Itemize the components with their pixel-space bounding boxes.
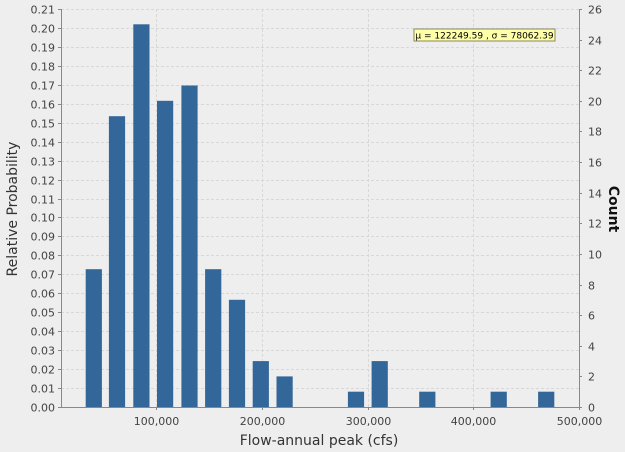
x-tick-label: 100,000 <box>134 415 180 428</box>
x-tick-label: 200,000 <box>240 415 286 428</box>
y2-tick-label: 2 <box>588 371 595 384</box>
stats-annotation-box <box>413 28 556 42</box>
y-tick-label: 0.05 <box>31 307 56 320</box>
y-tick-label: 0.00 <box>31 402 56 415</box>
histogram-bars <box>85 24 555 408</box>
y-tick-label: 0.03 <box>31 345 56 358</box>
y-tick-label: 0.08 <box>31 250 56 263</box>
histogram-bar <box>538 391 555 407</box>
histogram-bar <box>252 361 269 407</box>
y-tick-label: 0.04 <box>31 326 56 339</box>
histogram-bar <box>347 391 365 407</box>
y-tick-label: 0.12 <box>31 175 56 188</box>
y-tick-label: 0.11 <box>31 194 56 207</box>
histogram-bar <box>108 116 126 407</box>
y-tick-label: 0.07 <box>31 269 56 282</box>
y2-tick-label: 18 <box>588 126 602 139</box>
y2-tick-label: 26 <box>588 4 602 17</box>
y2-tick-label: 0 <box>588 402 595 415</box>
y2-tick-label: 14 <box>588 188 602 201</box>
y2-tick-label: 6 <box>588 310 595 323</box>
y-tick-label: 0.21 <box>31 4 56 17</box>
x-tick-label: 300,000 <box>346 415 392 428</box>
y-tick-label: 0.16 <box>31 99 56 112</box>
stats-annotation: μ = 122249.59 , σ = 78062.39 <box>413 28 556 42</box>
y-tick-label: 0.20 <box>31 23 56 36</box>
y2-tick-label: 16 <box>588 157 602 170</box>
x-tick-label: 500,000 <box>557 415 603 428</box>
y-tick-label: 0.13 <box>31 156 56 169</box>
y2-tick-label: 20 <box>588 96 602 109</box>
y-tick-label: 0.14 <box>31 137 56 150</box>
histogram-bar <box>276 376 293 407</box>
tick-labels: 0.00 0.01 0.02 0.03 0.04 0.05 0.06 0.07 0.08 0.09… <box>31 4 603 429</box>
histogram-bar <box>181 85 198 407</box>
y-axis-title: Relative Probability <box>5 142 21 277</box>
secondary-y-axis-title: Count <box>605 186 621 233</box>
y-tick-label: 0.17 <box>31 80 56 93</box>
histogram-bar <box>157 100 174 408</box>
y-tick-label: 0.02 <box>31 364 56 377</box>
y-tick-label: 0.19 <box>31 42 56 55</box>
y-tick-label: 0.01 <box>31 383 56 396</box>
axes <box>61 9 580 408</box>
stats-annotation-text: μ = 122249.59 , σ = 78062.39 <box>415 32 553 42</box>
histogram-bar <box>133 24 150 408</box>
histogram-bar <box>490 391 507 407</box>
y-tick-label: 0.06 <box>31 288 56 301</box>
y-tick-label: 0.15 <box>31 118 56 131</box>
y2-tick-label: 12 <box>588 218 602 231</box>
histogram-bar <box>205 269 222 407</box>
histogram-bar <box>419 391 436 407</box>
x-tick-label: 400,000 <box>451 415 497 428</box>
y2-tick-label: 22 <box>588 65 602 78</box>
y-tick-label: 0.18 <box>31 61 56 74</box>
y2-tick-label: 8 <box>588 280 595 293</box>
histogram-bar <box>371 361 388 407</box>
y2-tick-label: 10 <box>588 249 602 262</box>
y2-tick-label: 24 <box>588 35 602 48</box>
histogram-bar <box>85 269 102 407</box>
x-axis-title: Flow-annual peak (cfs) <box>240 433 399 449</box>
y2-tick-label: 4 <box>588 341 595 354</box>
histogram-bar <box>228 299 246 407</box>
y-tick-label: 0.09 <box>31 231 56 244</box>
y-tick-label: 0.10 <box>31 212 56 225</box>
